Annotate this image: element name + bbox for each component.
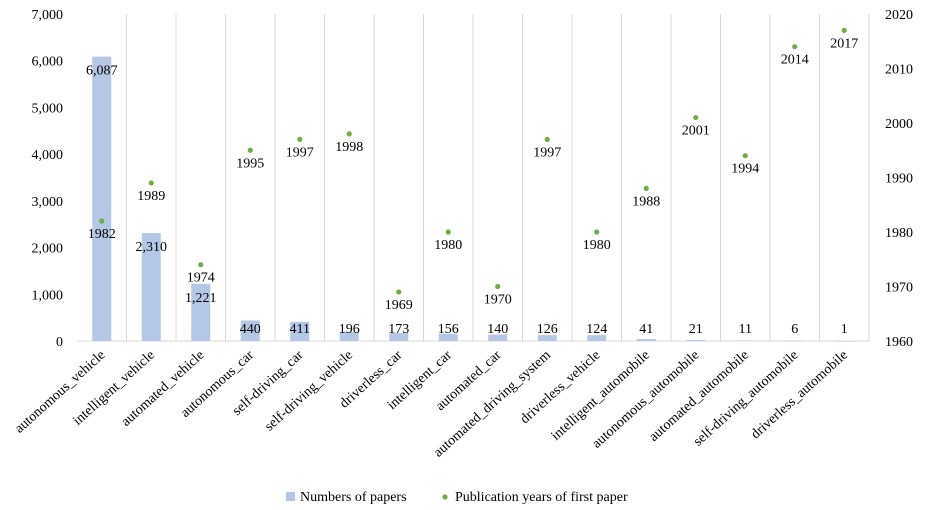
- legend-label-papers: Numbers of papers: [300, 490, 407, 505]
- left-axis-tick-label: 1,000: [32, 288, 64, 303]
- bar-value-label: 196: [339, 322, 360, 337]
- right-axis-tick-label: 2000: [885, 117, 913, 132]
- legend-label-years: Publication years of first paper: [455, 490, 628, 505]
- category-label: self-driving_vehicle: [262, 348, 356, 435]
- bar-value-label: 1,221: [185, 291, 217, 306]
- year-dot: [148, 180, 154, 186]
- bar: [191, 283, 211, 341]
- bar-value-label: 156: [438, 322, 459, 337]
- year-value-label: 2014: [781, 53, 809, 68]
- bar: [587, 335, 607, 341]
- year-dot: [346, 131, 352, 137]
- year-dot: [396, 289, 402, 295]
- bar: [339, 331, 359, 341]
- category-axis: autonomous_vehicleintelligent_vehicleaut…: [12, 348, 851, 461]
- bar: [92, 56, 112, 341]
- year-value-label: 1994: [731, 162, 759, 177]
- year-value-label: 1969: [385, 298, 413, 313]
- legend-swatch-papers: [286, 492, 295, 501]
- bar: [240, 320, 260, 341]
- year-dot: [198, 262, 204, 268]
- bar-value-label: 126: [537, 322, 558, 337]
- bar-value-label: 140: [487, 322, 508, 337]
- bar-value-label: 21: [689, 322, 703, 337]
- bar: [537, 335, 557, 341]
- bar-value-label: 440: [240, 322, 261, 337]
- left-axis-tick-label: 5,000: [32, 101, 64, 116]
- left-axis: 0 1,000 2,000 3,000 4,000 5,000 6,000 7,000: [32, 8, 64, 350]
- dot-series: [99, 27, 847, 295]
- left-axis-tick-label: 4,000: [32, 148, 64, 163]
- bar-value-label: 411: [290, 322, 310, 337]
- bar-value-label: 1: [841, 322, 848, 337]
- bar-value-label: 11: [739, 322, 752, 337]
- category-label: driverless_automobile: [748, 348, 851, 442]
- year-dot: [742, 153, 748, 159]
- year-dot: [247, 147, 253, 153]
- right-axis-tick-label: 1990: [885, 172, 913, 187]
- right-axis-tick-label: 1970: [885, 281, 913, 296]
- bar-value-label: 173: [388, 322, 409, 337]
- year-dot: [841, 27, 847, 33]
- bar: [686, 340, 706, 341]
- left-axis-tick-label: 3,000: [32, 195, 64, 210]
- bar: [438, 333, 458, 341]
- bar-series: [92, 56, 854, 342]
- left-axis-tick-label: 2,000: [32, 242, 64, 257]
- year-value-label: 1982: [88, 227, 116, 242]
- right-axis-tick-label: 2020: [885, 8, 913, 23]
- year-value-label: 1988: [632, 194, 660, 209]
- right-axis-tick-label: 2010: [885, 63, 913, 78]
- grid-lines: [77, 14, 870, 342]
- year-dot: [495, 283, 501, 290]
- year-value-label: 1970: [484, 293, 512, 308]
- bar: [785, 340, 805, 342]
- left-axis-tick-label: 7,000: [32, 8, 64, 23]
- bar-value-label: 6: [791, 322, 798, 337]
- year-value-label: 1997: [533, 145, 561, 160]
- year-value-label: 1998: [335, 140, 363, 155]
- year-value-label: 1995: [236, 156, 264, 171]
- year-dot: [693, 114, 699, 121]
- bar: [636, 339, 656, 341]
- bar: [389, 332, 409, 341]
- year-dot: [643, 185, 649, 191]
- bar: [735, 340, 755, 342]
- year-dot: [99, 218, 105, 224]
- year-dot: [792, 44, 798, 50]
- year-dot: [297, 136, 303, 142]
- category-label: automated_vehicle: [119, 348, 208, 430]
- year-value-label: 1997: [286, 145, 314, 160]
- bar: [141, 233, 161, 341]
- bar: [290, 321, 310, 341]
- year-dot: [445, 229, 451, 235]
- bar: [834, 340, 854, 342]
- right-axis-tick-label: 1980: [885, 226, 913, 241]
- right-axis-tick-label: 1960: [885, 335, 913, 350]
- year-value-label: 2017: [830, 36, 858, 51]
- bar-value-label: 41: [639, 322, 653, 337]
- left-axis-tick-label: 0: [56, 335, 63, 350]
- year-dot: [594, 229, 600, 235]
- year-value-label: 1989: [137, 189, 165, 204]
- left-axis-tick-label: 6,000: [32, 55, 64, 70]
- category-label: autonomous_vehicle: [12, 348, 108, 437]
- year-value-label: 1980: [434, 238, 462, 253]
- right-axis: 1960 1970 1980 1990 2000 2010 2020: [885, 8, 913, 350]
- year-value-label: 1980: [583, 238, 611, 253]
- bar: [488, 334, 508, 341]
- bar-value-label: 6,087: [86, 64, 118, 79]
- year-value-label: 2001: [682, 124, 710, 139]
- legend: Numbers of papers Publication years of f…: [286, 490, 628, 505]
- legend-swatch-years: [442, 494, 448, 500]
- bar-value-label: 2,310: [136, 240, 168, 255]
- year-dot: [544, 136, 550, 142]
- bar-value-label: 124: [586, 322, 607, 337]
- year-value-label: 1974: [187, 271, 215, 286]
